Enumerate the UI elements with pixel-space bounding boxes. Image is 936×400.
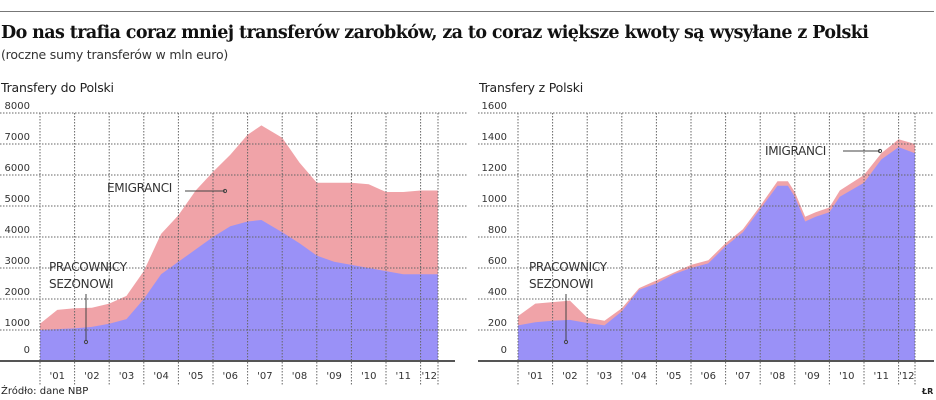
- x-tick-label: '10: [839, 371, 854, 382]
- y-tick-label: 8000: [5, 101, 30, 112]
- x-tick-label: '04: [153, 371, 168, 382]
- y-tick-label: 0: [24, 345, 30, 356]
- x-tick-label: '05: [666, 371, 681, 382]
- chart-title: Do nas trafia coraz mniej transferów zar…: [1, 23, 869, 43]
- x-tick-label: '07: [257, 371, 272, 382]
- left-panel-title: Transfery do Polski: [1, 80, 114, 95]
- x-tick-label: '05: [188, 371, 203, 382]
- right-panel-title: Transfery z Polski: [479, 80, 584, 95]
- x-tick-label: '06: [701, 371, 716, 382]
- x-tick-label: '03: [119, 371, 134, 382]
- x-tick-label: '01: [528, 371, 543, 382]
- pracownicy-right-label-line1: PRACOWNICY: [529, 260, 608, 274]
- y-tick-label: 200: [488, 318, 507, 329]
- x-tick-label: '07: [735, 371, 750, 382]
- x-tick-label: '12: [899, 371, 914, 382]
- x-tick-label: '04: [631, 371, 646, 382]
- x-tick-label: '01: [50, 371, 65, 382]
- y-tick-label: 3000: [5, 256, 30, 267]
- y-tick-label: 1000: [482, 194, 507, 205]
- y-tick-label: 1200: [482, 163, 507, 174]
- y-tick-label: 6000: [5, 163, 30, 174]
- y-tick-label: 2000: [5, 287, 30, 298]
- x-tick-label: '02: [84, 371, 99, 382]
- x-tick-label: '12: [422, 371, 437, 382]
- y-tick-label: 400: [488, 287, 507, 298]
- x-tick-label: '03: [597, 371, 612, 382]
- chart-subtitle: (roczne sumy transferów w mln euro): [1, 47, 229, 62]
- y-tick-label: 1000: [5, 318, 30, 329]
- x-tick-label: '06: [223, 371, 238, 382]
- emigranci-label: EMIGRANCI: [107, 181, 172, 195]
- y-tick-label: 5000: [5, 194, 30, 205]
- x-tick-label: '11: [874, 371, 889, 382]
- author-credit: ŁR: [922, 387, 934, 396]
- pracownicy-right-leader-dot: [563, 339, 569, 345]
- x-tick-label: '09: [326, 371, 341, 382]
- y-tick-label: 0: [501, 345, 507, 356]
- pracownicy-label-line1: PRACOWNICY: [49, 260, 128, 274]
- x-tick-label: '08: [292, 371, 307, 382]
- right-annotations: IMIGRANCI PRACOWNICY SEZONOWI: [529, 144, 883, 345]
- y-tick-label: 4000: [5, 225, 30, 236]
- pracownicy-right-label-line2: SEZONOWI: [529, 277, 593, 291]
- left-area-chart: 0 1000 2000 3000 4000 5000 6000 7000 8000 '01 '02 '…: [0, 101, 468, 385]
- x-tick-label: '10: [361, 371, 376, 382]
- pracownicy-label-line2: SEZONOWI: [49, 277, 113, 291]
- x-tick-label: '09: [804, 371, 819, 382]
- source-note: Źródło: dane NBP: [1, 386, 89, 397]
- x-tick-label: '02: [562, 371, 577, 382]
- lower-series-area: [40, 220, 438, 361]
- x-tick-label: '08: [770, 371, 785, 382]
- imigranci-leader-dot: [877, 148, 883, 154]
- y-tick-label: 7000: [5, 132, 30, 143]
- right-area-chart: 0 200 400 600 800 1000 1200 1400 1600 '01 '02 '03 '0…: [478, 101, 934, 385]
- y-tick-label: 1600: [482, 101, 507, 112]
- y-tick-label: 1400: [482, 132, 507, 143]
- y-tick-label: 600: [488, 256, 507, 267]
- top-rule: [0, 11, 934, 12]
- lower-series-area: [518, 147, 915, 361]
- pracownicy-leader-dot: [83, 339, 89, 345]
- emigranci-leader-dot: [222, 188, 228, 194]
- imigranci-label: IMIGRANCI: [765, 144, 826, 158]
- y-tick-label: 800: [488, 225, 507, 236]
- left-annotations: EMIGRANCI PRACOWNICY SEZONOWI: [49, 181, 228, 345]
- x-tick-label: '11: [396, 371, 411, 382]
